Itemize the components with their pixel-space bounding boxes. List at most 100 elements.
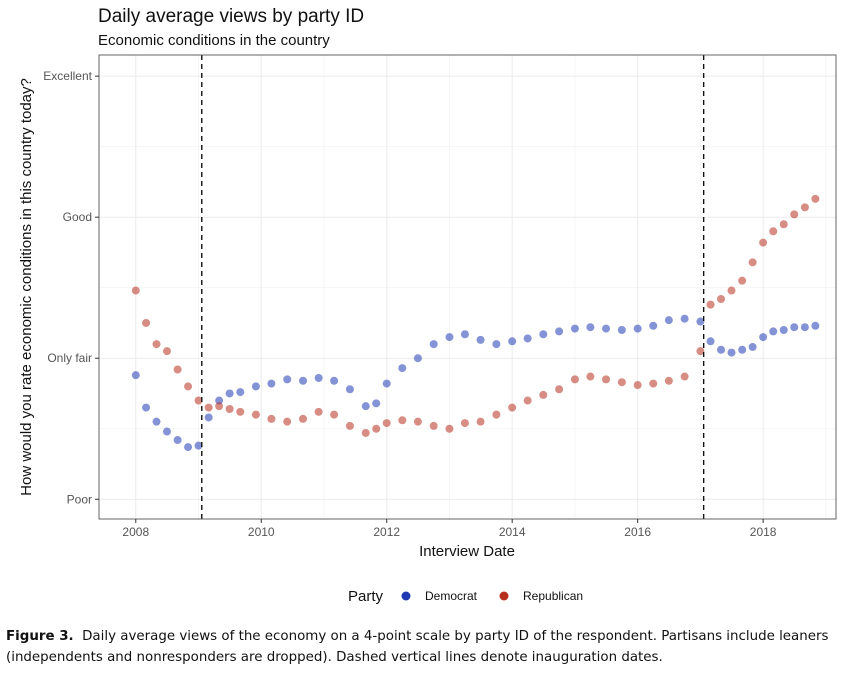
- data-point: [476, 417, 485, 426]
- data-point: [314, 407, 323, 416]
- data-point: [759, 333, 768, 342]
- data-point: [717, 345, 726, 354]
- data-point: [586, 372, 595, 381]
- data-point: [251, 382, 260, 391]
- data-point: [555, 385, 564, 394]
- data-point: [602, 375, 611, 384]
- data-point: [633, 381, 642, 390]
- data-point: [314, 373, 323, 382]
- data-point: [236, 388, 245, 397]
- data-point: [738, 276, 747, 285]
- data-point: [429, 340, 438, 349]
- data-point: [759, 238, 768, 247]
- data-point: [706, 337, 715, 346]
- data-point: [769, 227, 778, 236]
- data-point: [492, 340, 501, 349]
- data-point: [779, 220, 788, 229]
- data-point: [283, 417, 292, 426]
- data-point: [194, 396, 203, 405]
- data-point: [539, 390, 548, 399]
- data-point: [398, 364, 407, 373]
- data-point: [173, 365, 182, 374]
- data-point: [445, 333, 454, 342]
- data-point: [460, 419, 469, 428]
- legend-label-republican: Republican: [523, 589, 583, 603]
- data-point: [152, 417, 161, 426]
- x-axis: 2008 2010 2012 2014 2016 2018: [122, 519, 777, 539]
- data-point: [330, 376, 339, 385]
- x-tick-label: 2018: [750, 525, 777, 539]
- data-point: [602, 324, 611, 333]
- y-tick-label: Good: [63, 210, 92, 224]
- data-point: [617, 326, 626, 335]
- data-point: [570, 324, 579, 333]
- data-point: [372, 399, 381, 408]
- chart-subtitle: Economic conditions in the country: [98, 32, 330, 49]
- legend-key-republican: [499, 591, 509, 601]
- data-point: [142, 318, 151, 327]
- data-point: [236, 407, 245, 416]
- data-point: [173, 436, 182, 445]
- data-point: [215, 396, 224, 405]
- data-point: [299, 376, 308, 385]
- data-point: [184, 443, 193, 452]
- x-tick-label: 2010: [248, 525, 275, 539]
- data-point: [570, 375, 579, 384]
- data-point: [664, 376, 673, 385]
- series-democrat: [131, 314, 820, 452]
- legend-key-democrat: [401, 591, 411, 601]
- data-point: [345, 385, 354, 394]
- y-axis-title: How would you rate economic conditions i…: [18, 78, 35, 496]
- data-point: [162, 427, 171, 436]
- x-axis-title: Interview Date: [419, 543, 515, 560]
- data-point: [649, 379, 658, 388]
- data-point: [800, 203, 809, 212]
- data-point: [649, 321, 658, 330]
- plot-border: [98, 54, 837, 520]
- data-point: [330, 410, 339, 419]
- data-point: [811, 321, 820, 330]
- data-point: [299, 414, 308, 423]
- data-point: [131, 371, 140, 380]
- x-tick-label: 2008: [122, 525, 149, 539]
- x-tick-label: 2016: [624, 525, 651, 539]
- data-point: [696, 347, 705, 356]
- data-point: [398, 416, 407, 425]
- data-point: [361, 428, 370, 437]
- data-point: [413, 354, 422, 363]
- data-point: [738, 345, 747, 354]
- data-point: [215, 402, 224, 411]
- chart-title: Daily average views by party ID: [98, 6, 364, 27]
- data-point: [429, 421, 438, 430]
- data-point: [748, 342, 757, 351]
- figure-label: Figure 3.: [6, 629, 74, 644]
- data-point: [508, 403, 517, 412]
- data-point: [790, 323, 799, 332]
- data-point: [811, 194, 820, 203]
- data-point: [131, 286, 140, 295]
- x-tick-label: 2014: [499, 525, 526, 539]
- data-point: [267, 379, 276, 388]
- data-point: [476, 335, 485, 344]
- data-point: [251, 410, 260, 419]
- data-point: [194, 441, 203, 450]
- data-point: [680, 314, 689, 323]
- data-point: [142, 403, 151, 412]
- data-point: [748, 258, 757, 267]
- series-republican: [131, 194, 820, 437]
- data-point: [361, 402, 370, 411]
- legend: Party Democrat Republican: [348, 588, 583, 605]
- legend-title: Party: [348, 588, 384, 605]
- data-point: [727, 348, 736, 357]
- figure-caption-text: Daily average views of the economy on a …: [6, 629, 829, 665]
- data-point: [283, 375, 292, 384]
- data-point: [345, 421, 354, 430]
- data-point: [523, 396, 532, 405]
- data-point: [706, 300, 715, 309]
- data-point: [800, 323, 809, 332]
- data-point: [267, 414, 276, 423]
- data-point: [790, 210, 799, 219]
- legend-label-democrat: Democrat: [425, 589, 478, 603]
- y-tick-label: Only fair: [47, 351, 92, 365]
- data-point: [633, 324, 642, 333]
